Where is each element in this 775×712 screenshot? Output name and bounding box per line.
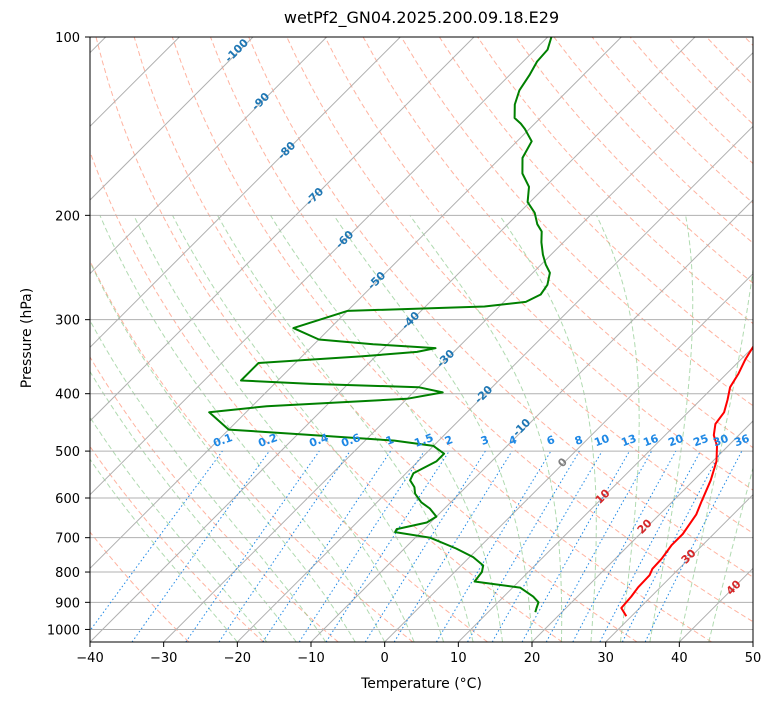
isotherm-line bbox=[0, 37, 327, 642]
y-tick-label: 800 bbox=[55, 566, 80, 581]
isotherm-label: -50 bbox=[365, 269, 388, 292]
isotherm-line bbox=[311, 37, 775, 642]
mixing-ratio-label: 6 bbox=[545, 433, 557, 448]
dry-adiabat bbox=[516, 37, 775, 642]
mixing-ratio-label: 36 bbox=[732, 432, 751, 450]
x-tick-label: 10 bbox=[450, 651, 467, 666]
moist-adiabat bbox=[43, 215, 326, 642]
isotherm-label: -30 bbox=[434, 347, 457, 370]
isotherm-label: 0 bbox=[555, 455, 570, 470]
x-tick-label: −20 bbox=[224, 651, 251, 666]
y-tick-label: 100 bbox=[55, 31, 80, 46]
y-tick-label: 400 bbox=[55, 388, 80, 403]
x-tick-label: 0 bbox=[381, 651, 389, 666]
mixing-ratio-label: 0.2 bbox=[256, 431, 279, 450]
isotherm-line bbox=[90, 37, 695, 642]
isotherm-line bbox=[0, 37, 474, 642]
mixing-ratio-label: 0.4 bbox=[307, 431, 330, 450]
x-tick-label: −30 bbox=[150, 651, 177, 666]
x-tick-label: −40 bbox=[76, 651, 103, 666]
moist-adiabat bbox=[597, 215, 640, 642]
dry-adiabat bbox=[20, 37, 413, 642]
moist-adiabat bbox=[218, 215, 474, 642]
moist-adiabat bbox=[410, 215, 562, 642]
mixing-ratio-line bbox=[299, 451, 424, 642]
mixing-ratio-line bbox=[326, 451, 449, 642]
dry-adiabat bbox=[745, 37, 775, 642]
x-tick-label: 20 bbox=[524, 651, 541, 666]
moist-adiabat bbox=[70, 215, 356, 642]
mixing-ratio-label: 16 bbox=[641, 432, 660, 450]
isotherm-line bbox=[385, 37, 775, 642]
mixing-ratio-line bbox=[219, 451, 350, 642]
moist-adiabat-label: 20 bbox=[635, 516, 655, 536]
isotherm-line bbox=[458, 37, 775, 642]
mixing-ratio-label: 25 bbox=[691, 432, 710, 449]
isotherm-label: -100 bbox=[222, 36, 251, 65]
mixing-ratio-label: 13 bbox=[619, 432, 638, 449]
dry-adiabat bbox=[134, 37, 637, 642]
mixing-ratio-line bbox=[546, 451, 651, 642]
mixing-ratio-line bbox=[468, 451, 580, 642]
y-tick-label: 200 bbox=[55, 209, 80, 224]
mixing-ratio-line bbox=[82, 451, 223, 642]
y-tick-label: 300 bbox=[55, 314, 80, 329]
mixing-ratio-label: 2 bbox=[443, 433, 455, 448]
moist-adiabat bbox=[100, 215, 385, 642]
mixing-ratio-label: 0.1 bbox=[211, 431, 234, 450]
dry-adiabat bbox=[58, 37, 488, 642]
y-tick-label: 1000 bbox=[47, 623, 80, 638]
x-tick-label: 40 bbox=[671, 651, 688, 666]
dry-adiabat bbox=[0, 37, 338, 642]
y-tick-label: 700 bbox=[55, 532, 80, 547]
y-tick-label: 500 bbox=[55, 445, 80, 460]
isotherm-label: -20 bbox=[472, 383, 495, 406]
mixing-ratio-label: 8 bbox=[573, 433, 585, 448]
isotherm-line bbox=[0, 37, 253, 642]
moist-adiabat bbox=[0, 215, 237, 642]
plot-frame bbox=[90, 37, 753, 642]
dry-adiabat bbox=[707, 37, 775, 642]
moist-adiabat bbox=[334, 215, 532, 642]
isotherm-line bbox=[753, 37, 775, 642]
y-tick-label: 900 bbox=[55, 596, 80, 611]
isotherm-line bbox=[0, 37, 400, 642]
mixing-ratio-label: 3 bbox=[479, 433, 491, 448]
mixing-ratio-label: 10 bbox=[592, 432, 611, 450]
mixing-ratio-line bbox=[263, 451, 391, 642]
x-tick-label: 30 bbox=[597, 651, 614, 666]
moist-adiabat bbox=[709, 215, 775, 642]
y-tick-label: 600 bbox=[55, 492, 80, 507]
chart-title: wetPf2_GN04.2025.200.09.18.E29 bbox=[90, 8, 753, 27]
x-axis-label: Temperature (°C) bbox=[90, 676, 753, 692]
x-tick-label: 50 bbox=[745, 651, 762, 666]
mixing-ratio-line bbox=[600, 451, 701, 642]
x-tick-label: −10 bbox=[297, 651, 324, 666]
isotherm-line bbox=[164, 37, 769, 642]
dry-adiabat bbox=[363, 37, 775, 642]
isotherm-label: -90 bbox=[249, 90, 272, 113]
y-axis-label: Pressure (hPa) bbox=[19, 283, 35, 393]
